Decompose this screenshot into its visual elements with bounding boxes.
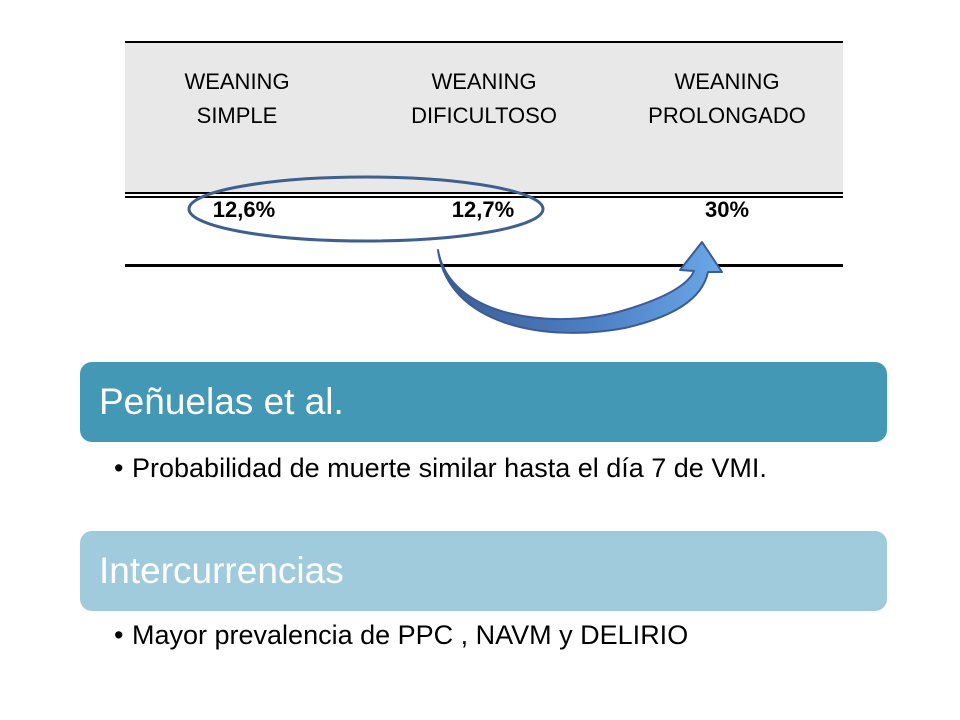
value-weaning-dificultoso: 12,7% bbox=[451, 197, 515, 222]
weaning-table: WEANING SIMPLE WEANING DIFICULTOSO WEANI… bbox=[125, 41, 843, 267]
value-weaning-prolongado: 30% bbox=[704, 197, 750, 222]
value-weaning-simple: 12,6% bbox=[212, 197, 276, 222]
card-header-intercurrencias: Intercurrencias bbox=[80, 531, 887, 611]
header-weaning-prolongado: WEANING PROLONGADO bbox=[648, 69, 806, 128]
bullet-probabilidad-muerte: Probabilidad de muerte similar hasta el … bbox=[114, 450, 852, 487]
bullet-mayor-prevalencia: Mayor prevalencia de PPC , NAVM y DELIRI… bbox=[114, 617, 852, 654]
header-weaning-simple: WEANING SIMPLE bbox=[184, 69, 290, 128]
header-weaning-dificultoso: WEANING DIFICULTOSO bbox=[411, 69, 557, 128]
table-bottom-rule bbox=[125, 264, 843, 267]
table-top-rule bbox=[125, 41, 843, 43]
table-header-row bbox=[125, 43, 843, 193]
card-header-penuelas: Peñuelas et al. bbox=[80, 362, 887, 442]
